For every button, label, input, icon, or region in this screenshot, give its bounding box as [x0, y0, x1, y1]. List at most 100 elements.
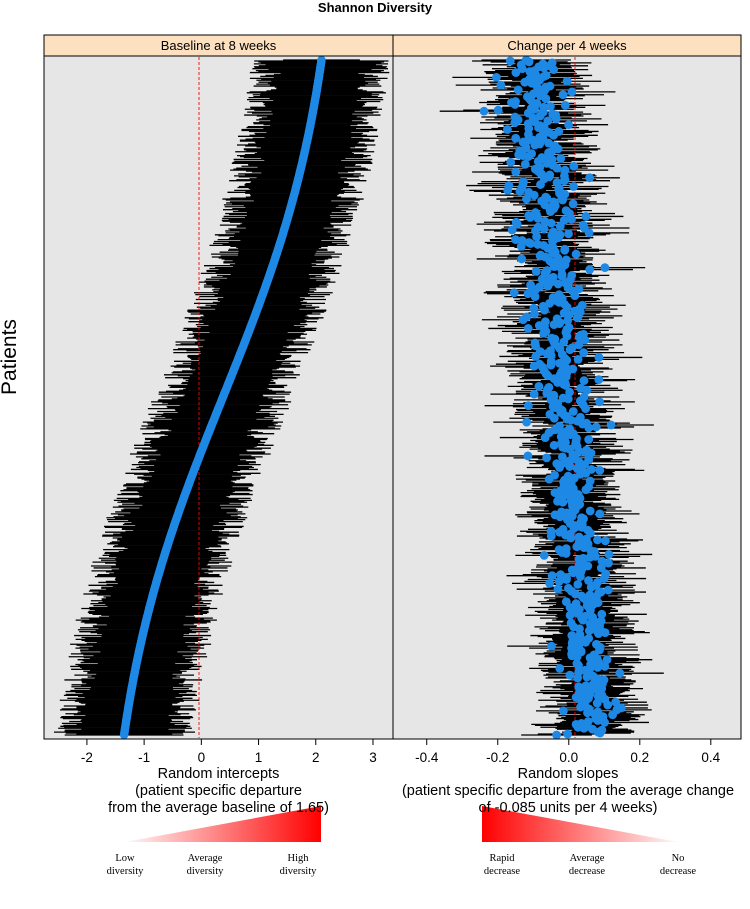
point-slope [549, 197, 558, 207]
point-slope [564, 120, 573, 130]
point-slope [564, 323, 574, 332]
point-slope [531, 208, 540, 217]
point-slope [584, 576, 593, 585]
point-slope [577, 300, 587, 310]
point-slope [601, 536, 610, 546]
point-slope [576, 412, 585, 422]
point-slope [558, 393, 568, 403]
point-slope [561, 255, 571, 265]
point-slope [550, 470, 559, 480]
point-slope [545, 170, 555, 180]
point-slope [552, 314, 562, 324]
point-slope [602, 655, 612, 665]
x-axis-note-right-line2: of -0.085 units per 4 weeks) [478, 800, 658, 816]
point-slope [595, 509, 605, 519]
legend-left-low: Low diversity [106, 853, 144, 877]
point-slope [554, 127, 564, 136]
point-slope [567, 87, 577, 97]
point-slope [534, 381, 544, 391]
point-slope [600, 263, 610, 273]
point-slope [574, 284, 584, 294]
point-slope [542, 266, 552, 275]
point-slope [538, 59, 548, 69]
point-slope [541, 317, 550, 327]
point-slope [564, 229, 573, 239]
point-slope [581, 212, 591, 221]
point-slope [558, 524, 568, 534]
point-slope [565, 670, 575, 680]
point-slope [535, 359, 545, 369]
point-slope [573, 490, 583, 499]
x-axis-label-left: Random intercepts (patient specific depa… [44, 766, 393, 817]
point-slope [569, 161, 579, 171]
point-slope [526, 280, 535, 290]
x-tick-label: 0.2 [630, 750, 649, 765]
point-slope [518, 177, 528, 187]
point-slope [585, 173, 594, 183]
x-axis-label-right: Random slopes (patient specific departur… [388, 766, 748, 817]
point-slope [569, 182, 578, 191]
point-slope [561, 597, 571, 607]
x-axis-note-left-line1: (patient specific departure [135, 783, 302, 799]
point-slope [585, 590, 595, 600]
point-slope [585, 265, 595, 274]
point-slope [581, 681, 591, 691]
point-slope [567, 343, 577, 353]
x-tick-label: 0.4 [701, 750, 720, 765]
point-slope [616, 703, 626, 713]
point-slope [539, 550, 549, 560]
point-slope [555, 421, 564, 431]
point-slope [546, 101, 555, 111]
point-slope [593, 578, 602, 587]
point-slope [578, 220, 588, 230]
point-slope [505, 56, 515, 66]
point-slope [533, 240, 543, 249]
point-slope [524, 238, 534, 247]
x-tick-label: 3 [369, 750, 377, 765]
point-slope [554, 545, 564, 554]
point-slope [554, 577, 564, 586]
point-slope [582, 445, 591, 455]
point-slope [566, 618, 576, 628]
panel-right-title: Change per 4 weeks [507, 38, 627, 53]
point-slope [530, 338, 540, 348]
point-slope [517, 236, 527, 245]
panel-right-points [479, 55, 626, 740]
panel-left: Baseline at 8 weeks -2 -1 0 1 2 3 [43, 34, 394, 765]
point-slope [517, 254, 527, 264]
y-axis-label: Patients [0, 319, 21, 395]
point-intercept [317, 55, 326, 65]
x-tick-label: -0.4 [415, 750, 439, 765]
point-slope [597, 609, 607, 619]
point-slope [560, 100, 570, 110]
point-slope [552, 178, 562, 188]
point-slope [596, 587, 606, 597]
point-slope [593, 707, 603, 717]
point-slope [548, 109, 558, 119]
point-slope [503, 125, 512, 134]
point-slope [549, 227, 558, 237]
legend-left-high: High diversity [279, 853, 317, 877]
point-slope [541, 71, 551, 80]
point-slope [520, 159, 530, 169]
point-slope [565, 424, 575, 434]
point-slope [574, 682, 584, 692]
point-slope [572, 464, 582, 473]
point-slope [545, 410, 555, 419]
point-slope [556, 154, 566, 163]
point-slope [577, 513, 586, 523]
panel-right-frame [392, 55, 742, 740]
x-tick-label: 2 [312, 750, 320, 765]
point-slope [586, 546, 596, 555]
legend-right-no: No decrease [659, 853, 697, 877]
point-slope [529, 303, 539, 313]
point-slope [558, 90, 568, 100]
point-slope [547, 641, 556, 651]
point-slope [584, 634, 594, 643]
point-slope [556, 570, 565, 580]
point-slope [584, 435, 594, 444]
x-axis-note-right-line1: (patient specific departure from the ave… [401, 783, 735, 799]
x-tick-label: 0 [198, 750, 206, 765]
point-slope [511, 97, 520, 106]
point-slope [552, 459, 562, 469]
